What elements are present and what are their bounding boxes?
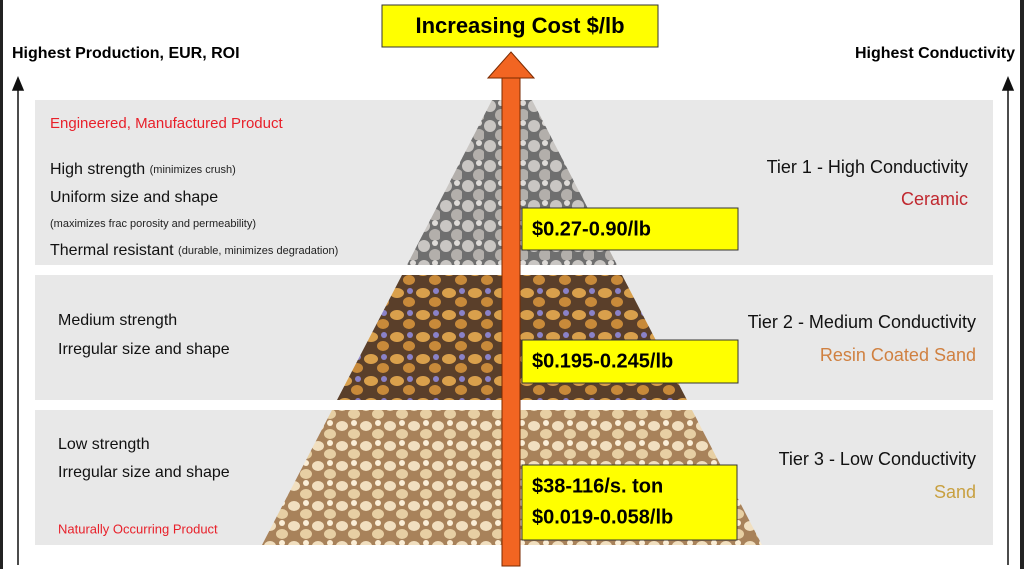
feature: Low strength (58, 436, 150, 453)
feature-text: Thermal resistant (50, 242, 174, 259)
cost-arrowhead (486, 51, 536, 79)
feature: Uniform size and shape (50, 189, 218, 206)
material: Ceramic (901, 189, 968, 209)
tier-label: Tier 1 - High Conductivity (767, 157, 968, 177)
tier-footer: Naturally Occurring Product (58, 521, 218, 536)
price: $38-116/s. ton (532, 475, 663, 497)
title-box (381, 4, 659, 48)
left-axis-label: Highest Production, EUR, ROI (12, 45, 240, 62)
feature: Irregular size and shape (58, 341, 230, 358)
material: Resin Coated Sand (820, 345, 976, 365)
right-arrowhead (1001, 76, 1015, 91)
tier-label: Tier 2 - Medium Conductivity (748, 312, 976, 332)
edge (1020, 0, 1024, 569)
title: Increasing Cost $/lb (415, 13, 624, 38)
tier-label: Tier 3 - Low Conductivity (779, 449, 976, 469)
price: $0.019-0.058/lb (532, 506, 673, 528)
price-box (521, 464, 738, 541)
feature: Medium strength (58, 312, 177, 329)
feature: Thermal resistant (durable, minimizes de… (50, 242, 338, 259)
right-axis-label: Highest Conductivity (855, 45, 1015, 62)
feature-note: (durable, minimizes degradation) (178, 245, 338, 257)
feature: High strength (minimizes crush) (50, 161, 236, 178)
material: Sand (934, 482, 976, 502)
cost-arrow (501, 75, 521, 567)
tier-heading: Engineered, Manufactured Product (50, 115, 283, 132)
left-arrowhead (11, 76, 25, 91)
feature: Irregular size and shape (58, 464, 230, 481)
price: $0.27-0.90/lb (532, 218, 651, 240)
price: $0.195-0.245/lb (532, 350, 673, 372)
edge (0, 0, 3, 569)
price-box (521, 207, 739, 251)
feature-note: (minimizes crush) (150, 164, 236, 176)
feature-note: (maximizes frac porosity and permeabilit… (50, 218, 256, 230)
price-box (521, 339, 739, 384)
feature-text: High strength (50, 161, 145, 178)
